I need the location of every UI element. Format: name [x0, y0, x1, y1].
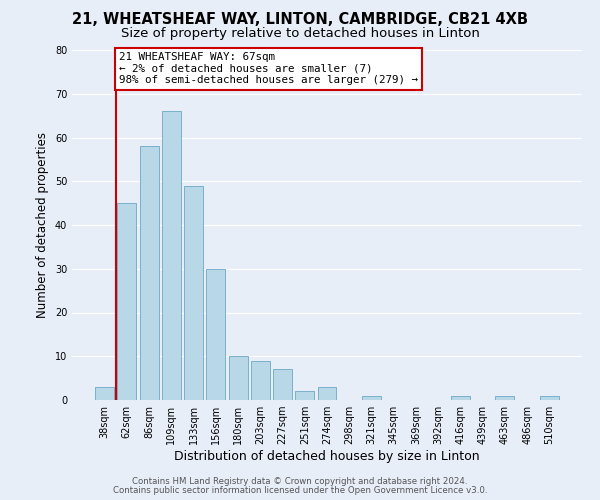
Bar [162, 112, 181, 400]
Bar [95, 387, 114, 400]
Bar [317, 387, 337, 400]
Bar [140, 146, 158, 400]
Text: Contains HM Land Registry data © Crown copyright and database right 2024.: Contains HM Land Registry data © Crown c… [132, 478, 468, 486]
Bar [184, 186, 203, 400]
Bar [206, 268, 225, 400]
Bar [251, 360, 270, 400]
Bar [229, 356, 248, 400]
Bar [496, 396, 514, 400]
Text: 21 WHEATSHEAF WAY: 67sqm
← 2% of detached houses are smaller (7)
98% of semi-det: 21 WHEATSHEAF WAY: 67sqm ← 2% of detache… [119, 52, 418, 86]
Text: Contains public sector information licensed under the Open Government Licence v3: Contains public sector information licen… [113, 486, 487, 495]
X-axis label: Distribution of detached houses by size in Linton: Distribution of detached houses by size … [174, 450, 480, 463]
Text: Size of property relative to detached houses in Linton: Size of property relative to detached ho… [121, 28, 479, 40]
Y-axis label: Number of detached properties: Number of detached properties [36, 132, 49, 318]
Bar [273, 370, 292, 400]
Text: 21, WHEATSHEAF WAY, LINTON, CAMBRIDGE, CB21 4XB: 21, WHEATSHEAF WAY, LINTON, CAMBRIDGE, C… [72, 12, 528, 28]
Bar [118, 203, 136, 400]
Bar [451, 396, 470, 400]
Bar [362, 396, 381, 400]
Bar [295, 391, 314, 400]
Bar [540, 396, 559, 400]
